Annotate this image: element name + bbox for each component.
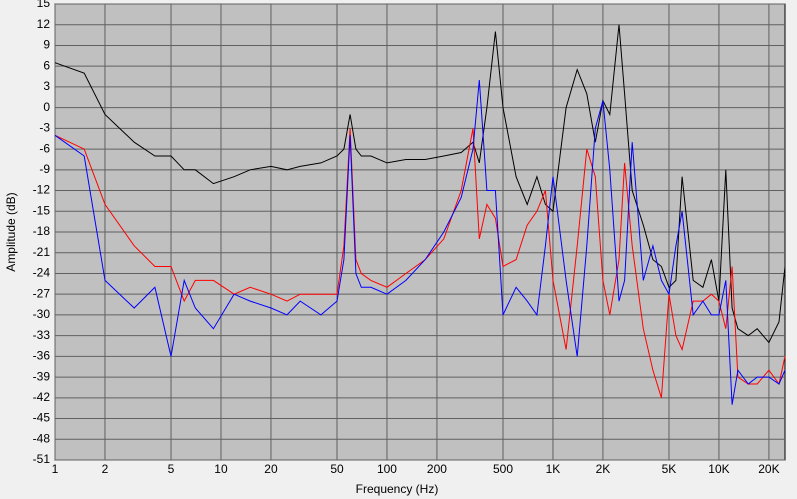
y-tick-label: 3: [43, 79, 50, 93]
x-tick-label: 10K: [708, 462, 729, 476]
y-tick-label: -48: [33, 431, 51, 445]
y-tick-label: 15: [37, 0, 51, 10]
series-line: [54, 24, 786, 344]
x-tick-label: 2: [102, 462, 109, 476]
y-tick-label: -30: [33, 307, 51, 321]
x-tick-label: 20: [264, 462, 278, 476]
y-tick-label: -21: [33, 245, 51, 259]
y-tick-label: -36: [33, 349, 51, 363]
y-tick-label: -24: [33, 266, 51, 280]
y-tick-label: 0: [43, 100, 50, 114]
y-tick-label: -15: [33, 203, 51, 217]
y-tick-label: -45: [33, 411, 51, 425]
x-tick-label: 2K: [596, 462, 611, 476]
y-tick-label: -39: [33, 369, 51, 383]
y-tick-label: -27: [33, 286, 51, 300]
x-tick-label: 5K: [662, 462, 677, 476]
series-line: [54, 128, 786, 398]
x-tick-label: 100: [377, 462, 397, 476]
y-tick-label: -3: [39, 121, 50, 135]
y-axis-label: Amplitude (dB): [4, 192, 18, 271]
y-tick-label: -51: [33, 452, 51, 466]
x-tick-label: 50: [330, 462, 344, 476]
series-line: [54, 79, 786, 405]
y-tick-label: -18: [33, 224, 51, 238]
x-tick-label: 5: [168, 462, 175, 476]
x-tick-label: 20K: [758, 462, 779, 476]
x-tick-label: 200: [427, 462, 447, 476]
y-tick-label: -12: [33, 183, 51, 197]
y-tick-label: -33: [33, 328, 51, 342]
x-tick-label: 10: [214, 462, 228, 476]
x-tick-label: 1K: [546, 462, 561, 476]
x-tick-label: 1: [52, 462, 59, 476]
x-tick-label: 500: [493, 462, 513, 476]
y-tick-label: -42: [33, 390, 51, 404]
y-tick-label: -6: [39, 141, 50, 155]
y-tick-label: -9: [39, 162, 50, 176]
y-tick-label: 9: [43, 38, 50, 52]
y-tick-label: 12: [37, 17, 51, 31]
y-tick-label: 6: [43, 58, 50, 72]
x-axis-label: Frequency (Hz): [356, 482, 439, 496]
